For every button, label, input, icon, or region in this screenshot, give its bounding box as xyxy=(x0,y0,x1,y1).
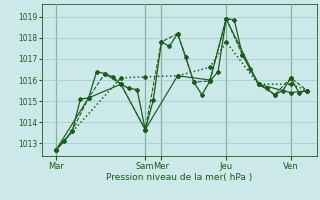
X-axis label: Pression niveau de la mer( hPa ): Pression niveau de la mer( hPa ) xyxy=(106,173,252,182)
